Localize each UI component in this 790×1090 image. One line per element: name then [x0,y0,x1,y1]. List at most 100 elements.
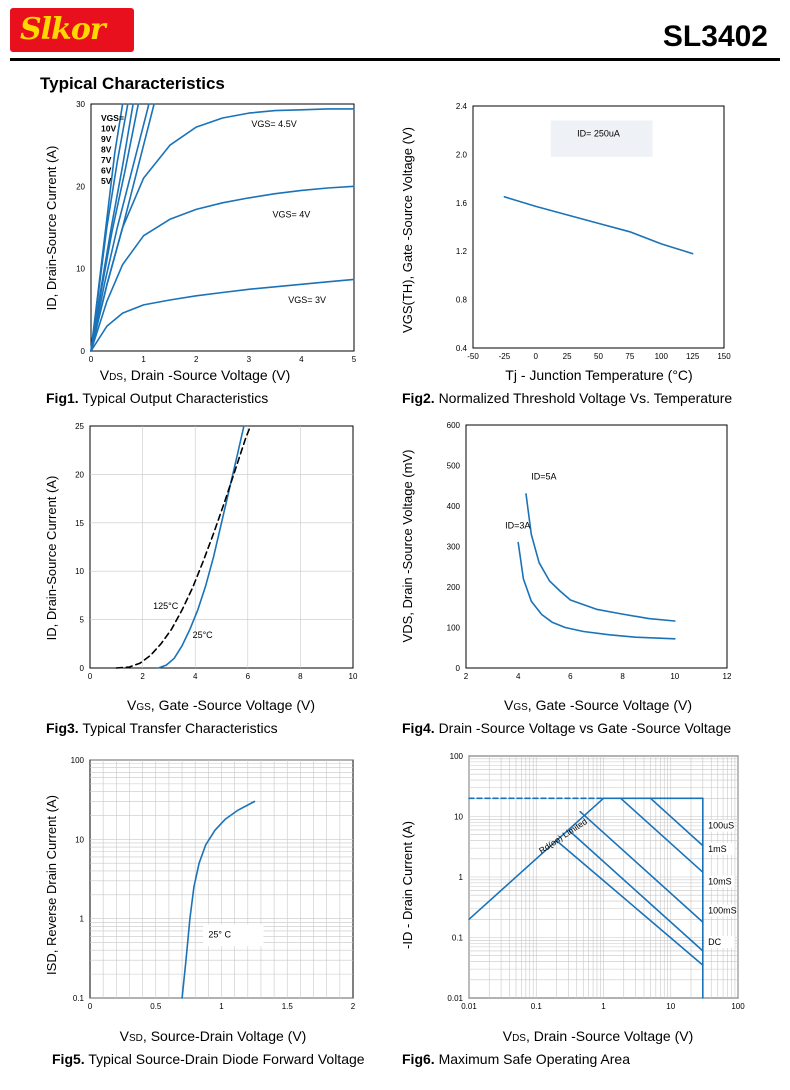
fig1-xtick-label: 5 [352,355,357,364]
fig3-ytick-label: 0 [80,664,85,673]
fig3-ytick-label: 10 [75,567,84,576]
fig5-ylabel: ISD, Reverse Drain Current (A) [44,795,59,975]
fig2-xtick-label: -25 [499,352,511,361]
fig2-caption: Fig2. Normalized Threshold Voltage Vs. T… [402,390,732,406]
fig4-plot-frame [465,424,728,669]
fig1-annotation: VGS= 4.5V [251,119,296,129]
fig4-caption: Fig4. Drain -Source Voltage vs Gate -Sou… [402,720,731,736]
fig1-ytick-label: 20 [76,182,85,191]
fig1-series-vgs4v [90,185,355,352]
fig5-annotation-bg [203,924,264,947]
fig1-series-7v [90,103,140,352]
fig5-label: Fig5. [52,1051,85,1067]
fig6-xtick-label: 10 [666,1002,675,1011]
fig3-ytick-label: 25 [75,422,84,431]
fig3-ytick-label: 20 [75,470,84,479]
fig6-caption: Fig6. Maximum Safe Operating Area [402,1051,630,1067]
fig3-xtick-label: 4 [193,672,198,681]
fig5-xtick-label: 1 [219,1002,224,1011]
fig3-caption: Fig3. Typical Transfer Characteristics [46,720,278,736]
fig4-ytick-label: 600 [447,421,461,430]
brand-logo-text: Slkor [20,12,106,47]
fig4-ytick-label: 500 [447,462,461,471]
fig6-ylabel: -ID - Drain Current (A) [400,821,415,949]
fig2-series-id250ua [503,196,694,255]
fig4-ytick-label: 100 [447,624,461,633]
fig1-legend-entry: 8V [101,145,112,155]
fig1-caption-text: Typical Output Characteristics [82,390,269,406]
fig1-legend-entry: 5V [101,176,112,186]
fig6-ytick-label: 1 [459,873,464,882]
fig1-ylabel: ID, Drain-Source Current (A) [44,146,59,311]
fig2-xtick-label: 25 [563,352,572,361]
fig6-annotation: 100mS [708,905,737,915]
fig1-xtick-label: 4 [299,355,304,364]
fig3-xlabel: VGS, Gate -Source Voltage (V) [127,697,315,713]
fig4-ytick-label: 300 [447,543,461,552]
fig6-xlabel: VDS, Drain -Source Voltage (V) [503,1028,694,1044]
fig2-xtick-label: 75 [625,352,634,361]
fig6-series-10ms [579,810,704,923]
fig2-xtick-label: 50 [594,352,603,361]
fig3-plot-frame [89,425,354,669]
fig6-annotation-bg [704,936,735,949]
part-number: SL3402 [662,20,768,53]
fig1-plot-frame [90,103,355,352]
fig5-ytick-label: 100 [71,756,85,765]
fig4-xtick-label: 8 [620,672,625,681]
fig5-xtick-label: 0 [88,1002,93,1011]
fig2-ytick-label: 0.8 [456,296,468,305]
fig3-label: Fig3. [46,720,79,736]
fig1-ytick-label: 10 [76,265,85,274]
fig3-annotation: 125°C [153,601,179,611]
fig4-label: Fig4. [402,720,435,736]
fig1-xlabel: VDS, Drain -Source Voltage (V) [100,367,291,383]
fig6-xtick-label: 0.1 [531,1002,543,1011]
fig4-ytick-label: 400 [447,502,461,511]
fig2-xtick-label: -50 [467,352,479,361]
fig1-legend-entry: 9V [101,134,112,144]
fig1-xtick-label: 1 [141,355,146,364]
fig6-xtick-label: 100 [731,1002,745,1011]
fig5-xtick-label: 0.5 [150,1002,162,1011]
fig1-caption: Fig1. Typical Output Characteristics [46,390,268,406]
fig1-annotation: VGS= 3V [288,295,326,305]
fig6-ytick-label: 0.01 [447,994,463,1003]
fig3-annotation: 25°C [193,630,214,640]
fig2-xlabel: Tj - Junction Temperature (°C) [505,367,692,383]
fig2-ytick-label: 2.0 [456,150,468,159]
fig3-series-125c [115,425,252,669]
fig4-series-id3a [517,541,676,640]
fig6-series-100ms [567,829,704,952]
fig1-legend-entry: 6V [101,166,112,176]
fig1-ytick-label: 0 [81,347,86,356]
fig1-xtick-label: 2 [194,355,199,364]
fig4-xlabel: VGS, Gate -Source Voltage (V) [504,697,692,713]
fig4-xtick-label: 6 [568,672,573,681]
fig2-annotation-bg [550,120,653,157]
fig3-xtick-label: 0 [88,672,93,681]
fig1-series-9v [90,103,129,352]
fig2-ylabel: VGS(TH), Gate -Source Voltage (V) [400,127,415,333]
fig5-caption-text: Typical Source-Drain Diode Forward Volta… [88,1051,365,1067]
fig1-series-vgs3v [90,278,355,352]
fig6-xtick-label: 0.01 [461,1002,477,1011]
fig1-xtick-label: 3 [247,355,252,364]
fig4-series-id5a [525,493,676,622]
fig6-annotation-bg [704,842,735,855]
fig4-ytick-label: 0 [456,664,461,673]
fig2-annotation: ID= 250uA [577,128,620,138]
fig5-series-25c [181,800,256,999]
fig5-xlabel: VSD, Source-Drain Voltage (V) [120,1028,307,1044]
header-divider [10,58,780,61]
fig6-annotation-bg [704,819,735,832]
fig6-annotation: 10mS [708,877,732,887]
fig3-ylabel: ID, Drain-Source Current (A) [44,476,59,641]
fig1-legend-entry: VGS= [101,113,124,123]
fig3-xtick-label: 10 [349,672,358,681]
fig5-annotation: 25° C [208,929,231,939]
fig5-xtick-label: 1.5 [282,1002,294,1011]
fig2-xtick-label: 150 [717,352,731,361]
fig4-xtick-label: 10 [670,672,679,681]
fig1-series-vgs45v [90,108,355,352]
